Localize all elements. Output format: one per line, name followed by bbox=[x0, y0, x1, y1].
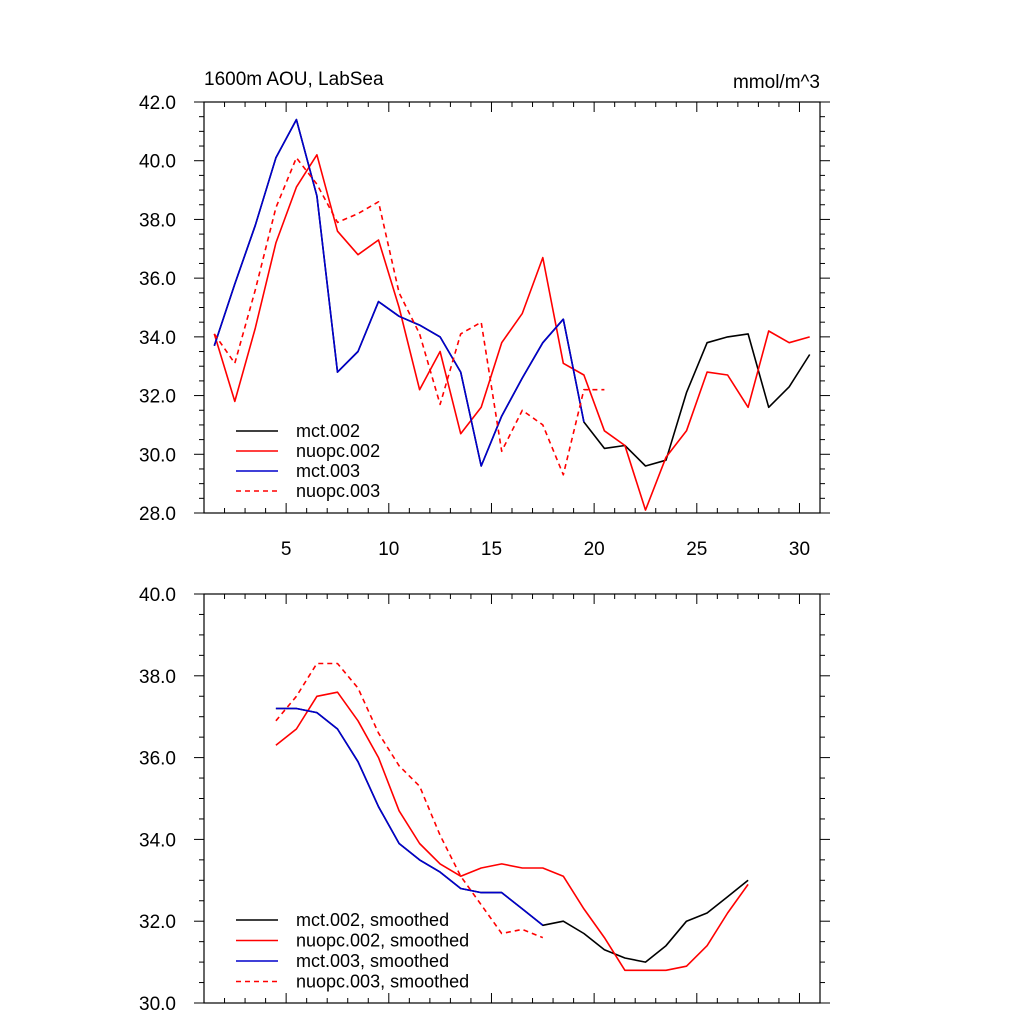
units-label: mmol/m^3 bbox=[733, 72, 820, 93]
series-line-nuopc-002-smoothed bbox=[275, 691, 749, 972]
legend-label: mct.003, smoothed bbox=[296, 951, 449, 971]
series-line-mct-003-smoothed bbox=[275, 707, 544, 926]
y-tick-label: 42.0 bbox=[139, 93, 176, 114]
y-tick-label: 30.0 bbox=[139, 445, 176, 466]
legend-label: mct.002, smoothed bbox=[296, 910, 449, 930]
y-tick-label: 28.0 bbox=[139, 504, 176, 525]
legend-label: mct.003 bbox=[296, 461, 360, 481]
x-tick-label: 30 bbox=[789, 539, 810, 560]
legend-label: nuopc.002 bbox=[296, 441, 380, 461]
y-tick-label: 38.0 bbox=[139, 210, 176, 231]
series-line-nuopc-002 bbox=[213, 154, 810, 511]
y-tick-label: 30.0 bbox=[139, 994, 176, 1015]
legend-label: mct.002 bbox=[296, 421, 360, 441]
y-tick-label: 40.0 bbox=[139, 152, 176, 173]
y-tick-label: 34.0 bbox=[139, 830, 176, 851]
x-tick-label: 15 bbox=[481, 539, 502, 560]
y-tick-label: 32.0 bbox=[139, 912, 176, 933]
chart-title: 1600m AOU, LabSea bbox=[204, 69, 384, 90]
top-panel: 1600m AOU, LabSea mmol/m^3 5 10 15 20 25 30 28… bbox=[139, 69, 830, 560]
legend-label: nuopc.002, smoothed bbox=[296, 931, 469, 951]
x-tick-label: 20 bbox=[584, 539, 605, 560]
x-tick-label: 5 bbox=[281, 539, 292, 560]
y-tick-label: 34.0 bbox=[139, 328, 176, 349]
series-line-mct-002 bbox=[213, 118, 811, 467]
series-line-mct-003 bbox=[213, 118, 585, 467]
y-tick-label: 36.0 bbox=[139, 269, 176, 290]
y-tick-label: 32.0 bbox=[139, 387, 176, 408]
x-tick-label: 10 bbox=[378, 539, 399, 560]
bottom-panel: 30.0 32.0 34.0 36.0 38.0 40.0 mct.002, smoothe… bbox=[139, 585, 830, 1015]
y-tick-label: 38.0 bbox=[139, 667, 176, 688]
x-tick-label: 25 bbox=[686, 539, 707, 560]
legend-label: nuopc.003, smoothed bbox=[296, 972, 469, 992]
legend-label: nuopc.003 bbox=[296, 481, 380, 501]
y-tick-label: 40.0 bbox=[139, 585, 176, 606]
series-line-nuopc-003-smoothed bbox=[275, 662, 544, 939]
series-line-nuopc-003 bbox=[213, 157, 605, 476]
y-tick-label: 36.0 bbox=[139, 749, 176, 770]
